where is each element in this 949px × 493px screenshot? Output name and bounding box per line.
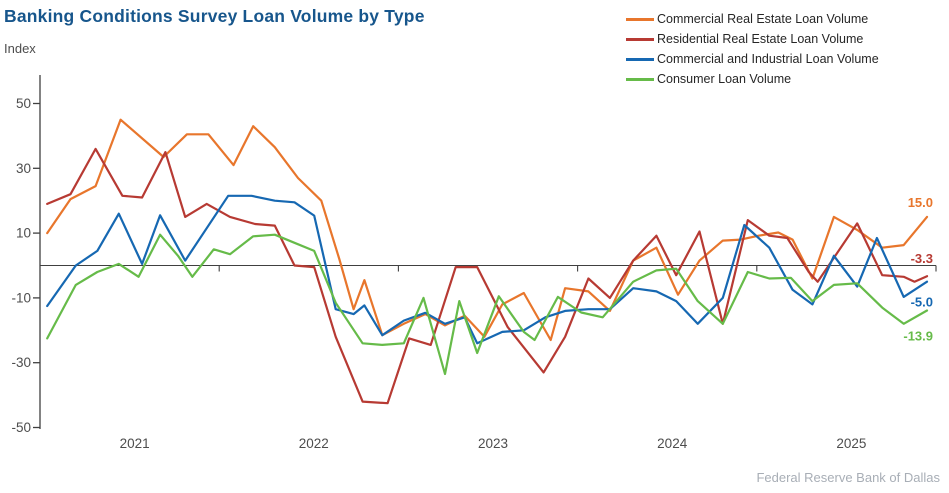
series-line-consumer-loan-volume <box>46 233 929 376</box>
legend-label: Commercial Real Estate Loan Volume <box>657 12 869 26</box>
y-tick-label: 10 <box>16 226 31 241</box>
legend-item: Commercial and Industrial Loan Volume <box>626 49 879 69</box>
y-tick-label: 50 <box>16 96 31 111</box>
legend-line-swatch <box>626 17 654 21</box>
legend-line-swatch <box>626 37 654 41</box>
y-tick-label: -50 <box>11 420 31 435</box>
series-end-value-label: -5.0 <box>911 295 933 310</box>
legend-label: Residential Real Estate Loan Volume <box>657 32 864 46</box>
source-attribution: Federal Reserve Bank of Dallas <box>756 470 940 485</box>
x-year-label: 2024 <box>657 436 688 451</box>
x-year-label: 2025 <box>836 436 866 451</box>
legend-line-swatch <box>626 57 654 61</box>
series-line-commercial-and-industrial-loan-volume <box>46 194 929 345</box>
chart-title: Banking Conditions Survey Loan Volume by… <box>4 6 425 26</box>
series-end-value-label: -3.3 <box>911 251 933 266</box>
x-year-label: 2022 <box>299 436 329 451</box>
series-end-value-label: -13.9 <box>903 329 933 344</box>
series-line-commercial-real-estate-loan-volume <box>46 118 929 342</box>
legend-item: Residential Real Estate Loan Volume <box>626 29 879 49</box>
x-year-label: 2021 <box>120 436 150 451</box>
legend-label: Consumer Loan Volume <box>657 72 792 86</box>
series-line-residential-real-estate-loan-volume <box>46 147 929 405</box>
y-tick-label: -10 <box>11 290 31 305</box>
y-tick-label: 30 <box>16 161 31 176</box>
legend-item: Consumer Loan Volume <box>626 69 879 89</box>
x-year-label: 2023 <box>478 436 508 451</box>
legend-line-swatch <box>626 77 654 81</box>
y-axis-unit-label: Index <box>4 41 36 56</box>
series-end-value-label: 15.0 <box>908 195 933 210</box>
chart-legend: Commercial Real Estate Loan Volume Reside… <box>626 9 879 89</box>
legend-item: Commercial Real Estate Loan Volume <box>626 9 879 29</box>
legend-label: Commercial and Industrial Loan Volume <box>657 52 879 66</box>
y-tick-label: -30 <box>11 355 31 370</box>
